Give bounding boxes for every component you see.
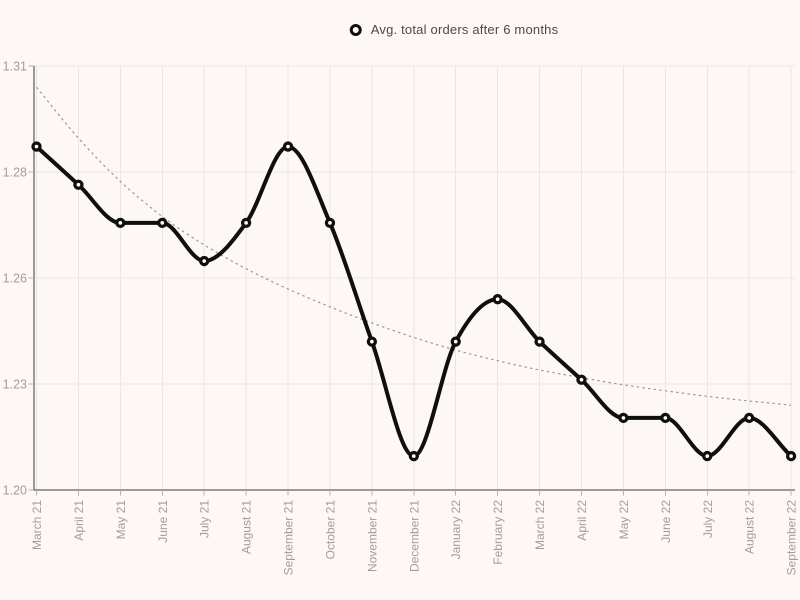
data-point-marker[interactable] (115, 217, 126, 229)
data-point-marker[interactable] (73, 179, 84, 190)
x-tick-label: June 21 (156, 500, 170, 543)
x-tick-label: April 22 (575, 500, 589, 541)
x-tick-label: December 21 (407, 500, 421, 572)
data-point-marker[interactable] (534, 336, 545, 347)
x-tick-label: October 21 (323, 500, 337, 560)
data-point-marker[interactable] (157, 217, 168, 229)
data-point-marker[interactable] (240, 217, 252, 229)
x-tick-label: August 21 (240, 500, 254, 554)
data-point-marker[interactable] (618, 412, 629, 424)
data-point-marker[interactable] (366, 336, 378, 347)
x-tick-label: June 22 (659, 500, 673, 543)
data-point-marker[interactable] (660, 412, 671, 424)
data-point-marker[interactable] (492, 294, 503, 305)
x-tick-label: April 21 (72, 500, 86, 541)
data-point-marker[interactable] (702, 450, 713, 462)
y-tick-label: 1.28 (3, 166, 27, 180)
gridlines-group (34, 65, 795, 490)
x-tick-label: July 21 (198, 500, 212, 538)
legend-label: Avg. total orders after 6 months (370, 22, 559, 37)
data-point-marker[interactable] (282, 141, 294, 152)
y-tick-label: 1.23 (3, 378, 27, 392)
axes-group (28, 65, 795, 496)
legend[interactable]: Avg. total orders after 6 months (349, 22, 559, 37)
trend-line-path (36, 86, 792, 406)
data-point-marker[interactable] (450, 336, 461, 347)
x-tick-label: July 22 (701, 500, 715, 538)
y-tick-label: 1.20 (3, 484, 27, 498)
x-tick-label: January 22 (449, 500, 463, 560)
data-point-marker[interactable] (408, 450, 419, 462)
x-tick-label: September 22 (785, 500, 799, 576)
x-tick-label: February 22 (491, 500, 505, 565)
y-tick-label: 1.31 (3, 60, 27, 74)
data-point-marker[interactable] (744, 412, 755, 424)
x-tick-label: November 21 (365, 500, 379, 572)
x-tick-label: August 22 (743, 500, 757, 554)
x-tick-label: March 21 (30, 500, 44, 550)
x-tick-label: March 22 (533, 500, 547, 550)
ring-marker-icon (349, 23, 362, 36)
data-point-marker[interactable] (199, 255, 210, 267)
y-tick-label: 1.26 (3, 272, 27, 286)
x-tick-label: May 22 (617, 500, 631, 540)
data-point-marker[interactable] (31, 141, 42, 152)
x-tick-label: May 21 (114, 500, 128, 540)
data-point-marker[interactable] (785, 450, 797, 462)
x-tick-label: September 21 (282, 500, 296, 576)
data-point-marker[interactable] (576, 374, 587, 385)
data-point-marker[interactable] (324, 217, 336, 229)
